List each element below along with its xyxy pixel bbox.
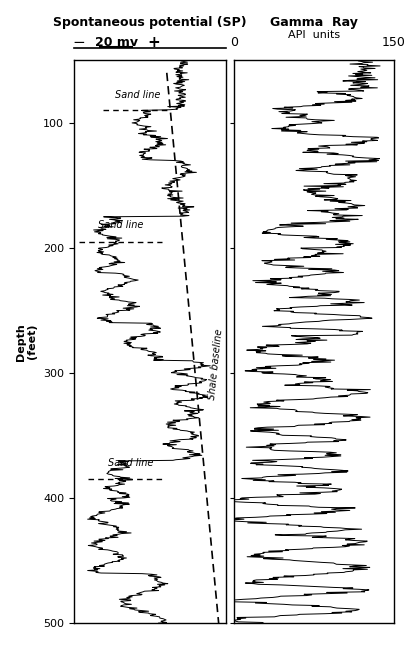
Text: Spontaneous potential (SP): Spontaneous potential (SP) [53, 16, 246, 29]
Text: 0: 0 [230, 36, 238, 49]
Text: Gamma  Ray: Gamma Ray [269, 16, 357, 29]
Text: 150: 150 [381, 36, 405, 49]
Text: API  units: API units [287, 29, 339, 40]
Y-axis label: Depth
(feet): Depth (feet) [16, 323, 37, 360]
Text: 20 mv: 20 mv [94, 36, 137, 49]
Text: Sand line: Sand line [98, 220, 143, 230]
Text: Sand line: Sand line [115, 90, 160, 100]
Text: −: − [72, 36, 85, 50]
Text: Shale baseline: Shale baseline [207, 328, 224, 400]
Text: Sand line: Sand line [108, 458, 153, 468]
Text: +: + [147, 36, 160, 50]
